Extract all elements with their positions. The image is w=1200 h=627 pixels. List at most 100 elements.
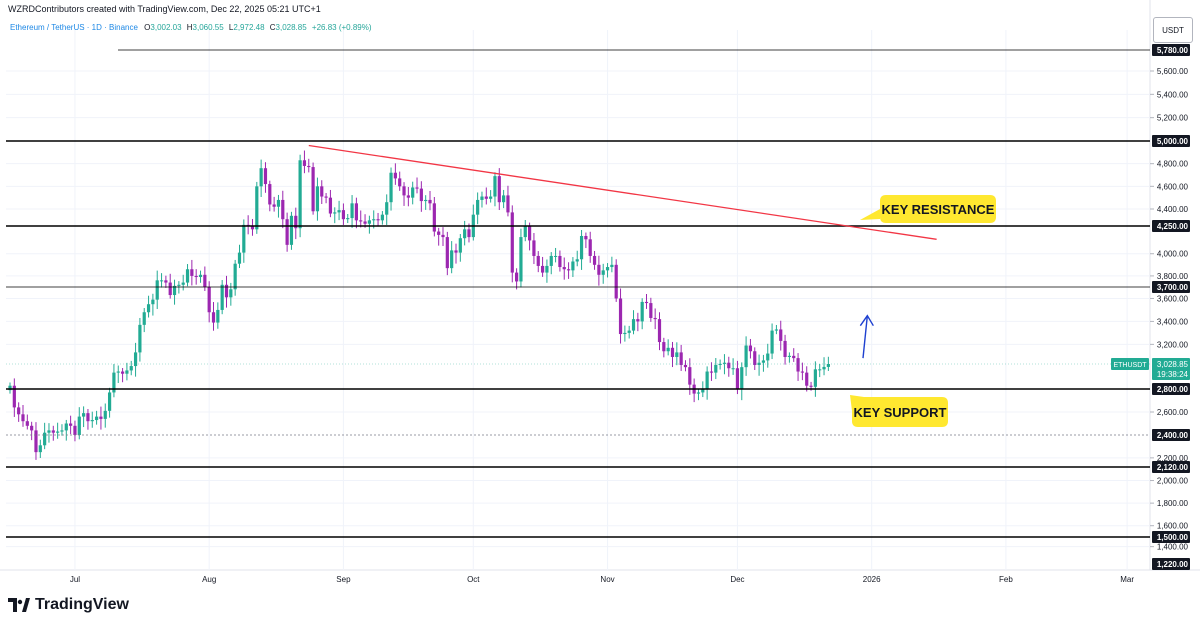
candle-body (493, 176, 497, 197)
candle-body (571, 261, 575, 271)
candle-body (237, 252, 242, 264)
y-tick-label: 3,200.00 (1157, 340, 1189, 349)
candle-body (177, 284, 181, 286)
candle-body (735, 368, 740, 389)
candle-body (805, 372, 809, 386)
candle-body (389, 172, 393, 203)
candle-body (216, 309, 220, 323)
candle-body (328, 197, 333, 214)
candle-body (419, 188, 423, 202)
candle-body (675, 352, 679, 357)
candle-body (233, 263, 237, 290)
candle-body (796, 358, 800, 372)
level-price-label-bg (1152, 531, 1190, 543)
symbol-tag-bg (1111, 358, 1149, 370)
candle-body (411, 187, 415, 198)
y-tick-label: 2,600.00 (1157, 408, 1189, 417)
tradingview-logo[interactable]: TradingView (8, 596, 129, 614)
y-tick-label: 4,400.00 (1157, 205, 1189, 214)
level-price-label-bg (1152, 44, 1190, 56)
candle-body (315, 186, 320, 212)
candle-body (727, 362, 731, 369)
high-label: H (186, 23, 193, 32)
candle-body (181, 282, 185, 285)
candle-body (250, 226, 255, 230)
candle-body (670, 347, 675, 357)
candle-body (601, 270, 605, 275)
candle-body (172, 285, 177, 296)
low-value: 2,972.48 (233, 23, 265, 32)
candle-body (731, 368, 735, 370)
y-tick-label: 5,200.00 (1157, 114, 1189, 123)
candle-body (432, 203, 436, 232)
level-price-label: 2,120.00 (1157, 463, 1189, 472)
candle-body (190, 269, 194, 276)
candle-body (376, 219, 380, 221)
candle-body (333, 212, 337, 214)
candle-body (311, 167, 315, 212)
candle-body (592, 255, 597, 265)
candle-body (272, 204, 276, 207)
candle-body (605, 267, 610, 271)
candle-body (151, 299, 155, 305)
candle-body (168, 282, 172, 296)
x-tick-label: Oct (467, 575, 480, 584)
candle-body (146, 304, 151, 313)
currency-selector[interactable]: USDT (1153, 17, 1193, 43)
candle-body (185, 269, 190, 283)
candle-body (224, 284, 229, 298)
y-tick-label: 2,200.00 (1157, 454, 1189, 463)
level-price-label: 2,400.00 (1157, 431, 1189, 440)
candle-body (34, 430, 38, 453)
y-tick-label: 4,800.00 (1157, 160, 1189, 169)
candle-body (393, 172, 397, 179)
candle-body (532, 240, 536, 256)
y-tick-label: 3,400.00 (1157, 317, 1189, 326)
x-tick-label: Mar (1120, 575, 1134, 584)
candle-body (398, 178, 402, 187)
candle-body (415, 187, 419, 189)
resistance-trendline (308, 144, 937, 240)
candle-body (748, 345, 753, 352)
tradingview-logo-icon (8, 598, 30, 612)
candle-body (133, 352, 138, 367)
candle-body (142, 312, 146, 325)
symbol-legend: Ethereum / TetherUS · 1D · Binance O3,00… (10, 23, 372, 32)
candle-body (302, 160, 307, 166)
candle-body (64, 423, 68, 431)
candle-body (553, 255, 558, 257)
x-tick-label: 2026 (863, 575, 881, 584)
symbol-name[interactable]: Ethereum / TetherUS · 1D · Binance (10, 23, 138, 32)
candle-body (60, 430, 64, 432)
candle-body (402, 186, 406, 196)
x-tick-label: Sep (336, 575, 351, 584)
price-axis: 5,600.00 5,400.00 5,200.00 4,800.00 4,600.00… (1150, 67, 1189, 552)
candle-body (116, 371, 120, 373)
level-price-label: 5,780.00 (1157, 46, 1189, 55)
candle-body (341, 210, 346, 220)
candle-body (441, 234, 445, 238)
candle-body (380, 214, 384, 221)
candle-body (155, 280, 159, 300)
key-support-callout-bubble (850, 395, 948, 427)
candle-body (558, 255, 562, 268)
candle-body (701, 389, 705, 393)
candle-body (800, 371, 804, 373)
candle-body (722, 362, 727, 364)
candle-body (359, 220, 363, 222)
candle-body (770, 330, 774, 354)
candle-body (618, 298, 623, 335)
candle-body (82, 413, 86, 417)
candle-body (744, 345, 748, 368)
candle-body (753, 351, 757, 365)
level-price-label-bg (1152, 135, 1190, 147)
key-resistance-callout-bubble (860, 195, 996, 223)
candle-body (263, 168, 268, 185)
candle-body (579, 235, 584, 260)
candle-body (207, 287, 211, 313)
candle-body (649, 303, 653, 318)
symbol-tag: ETHUSDT (1113, 362, 1147, 369)
level-price-label-bg (1152, 461, 1190, 473)
candle-body (653, 317, 657, 320)
